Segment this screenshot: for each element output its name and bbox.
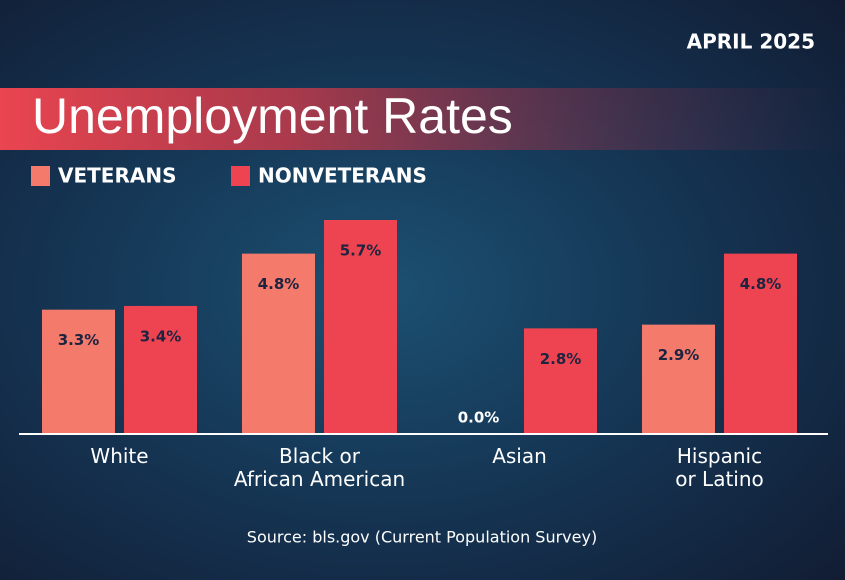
x-tick-label: Hispanic or Latino: [675, 444, 764, 491]
value-label: 2.8%: [540, 350, 582, 368]
value-label: 4.8%: [258, 275, 300, 293]
bar: [42, 309, 115, 433]
source: Source: bls.gov (Current Population Surv…: [247, 528, 597, 547]
bar: [242, 253, 315, 433]
bar: [124, 305, 197, 433]
legend-swatch: [231, 166, 250, 186]
legend-swatch: [31, 166, 50, 186]
legend-label: NONVETERANS: [258, 164, 427, 188]
value-label: 2.9%: [658, 346, 700, 364]
value-label: 4.8%: [740, 275, 782, 293]
bar: [324, 220, 397, 433]
bar: [724, 253, 797, 433]
value-label: 3.4%: [140, 327, 182, 345]
value-label: 0.0%: [458, 409, 500, 427]
x-tick-label: Asian: [492, 444, 547, 468]
value-label: 5.7%: [340, 242, 382, 260]
bar: [524, 328, 597, 433]
legend-label: VETERANS: [58, 164, 176, 188]
bar: [642, 324, 715, 433]
x-tick-label: Black or African American: [234, 444, 405, 491]
x-tick-label: White: [90, 444, 148, 468]
title-band: [0, 88, 845, 150]
date-label: APRIL 2025: [687, 30, 815, 54]
value-label: 3.3%: [58, 331, 100, 349]
chart-title: Unemployment Rates: [32, 88, 513, 144]
